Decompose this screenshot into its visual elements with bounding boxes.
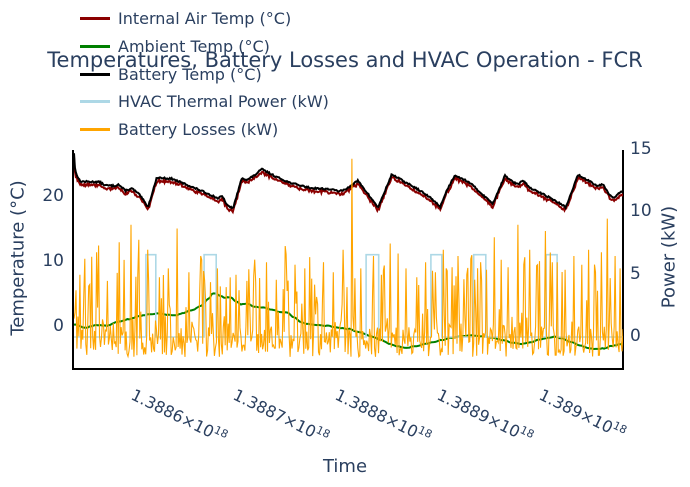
legend-label: Battery Temp (°C) [118, 64, 262, 84]
y-axis-right-tick-label: 0 [630, 326, 641, 346]
x-axis-tick-label: 1.3886×1018 [128, 385, 231, 442]
legend-line-swatch-internal-air-temp [80, 17, 110, 21]
legend-item-battery-losses[interactable]: Battery Losses (kW) [80, 116, 329, 144]
legend-line-swatch-ambient-temp [80, 45, 110, 49]
y-axis-left-tick-label: 0 [53, 316, 64, 336]
legend-item-hvac-thermal-power[interactable]: HVAC Thermal Power (kW) [80, 88, 329, 116]
legend-label: Internal Air Temp (°C) [118, 9, 292, 29]
y-axis-right-tick-label: 15 [630, 139, 652, 159]
y-axis-right-tick-label: 10 [630, 201, 652, 222]
x-axis-title: Time [322, 456, 368, 477]
legend-label: Ambient Temp (°C) [118, 37, 270, 57]
y-axis-right-line [622, 150, 624, 370]
x-axis-tick-label: 1.3889×1018 [434, 385, 537, 442]
series-internal-air-temp-line [74, 157, 623, 215]
legend-label: Battery Losses (kW) [118, 120, 279, 140]
series-battery-losses-line [74, 158, 623, 359]
plot-area[interactable] [74, 150, 623, 369]
x-axis-tick-label: 1.3887×1018 [230, 385, 333, 442]
y-axis-left-line [72, 150, 74, 370]
legend-line-swatch-hvac-thermal-power [80, 100, 110, 104]
x-axis-line [72, 368, 624, 370]
legend-item-internal-air-temp[interactable]: Internal Air Temp (°C) [80, 5, 329, 33]
y-axis-left-tick-label: 10 [42, 251, 64, 271]
legend-item-ambient-temp[interactable]: Ambient Temp (°C) [80, 33, 329, 61]
x-axis-tick-label: 1.3888×1018 [332, 385, 435, 442]
series-ambient-temp-line [74, 292, 623, 351]
x-axis-tick-label: 1.389×1018 [536, 385, 630, 438]
series-battery-temp-line [74, 153, 623, 211]
legend-line-swatch-battery-losses [80, 128, 110, 132]
legend-line-swatch-battery-temp [80, 72, 110, 76]
y-axis-left-tick-label: 20 [42, 186, 64, 206]
legend-label: HVAC Thermal Power (kW) [118, 92, 329, 112]
y-axis-right-tick-label: 5 [630, 263, 641, 284]
legend: Internal Air Temp (°C) Ambient Temp (°C)… [80, 5, 329, 143]
y-axis-right-title: Power (kW) [658, 205, 680, 309]
legend-item-battery-temp[interactable]: Battery Temp (°C) [80, 60, 329, 88]
